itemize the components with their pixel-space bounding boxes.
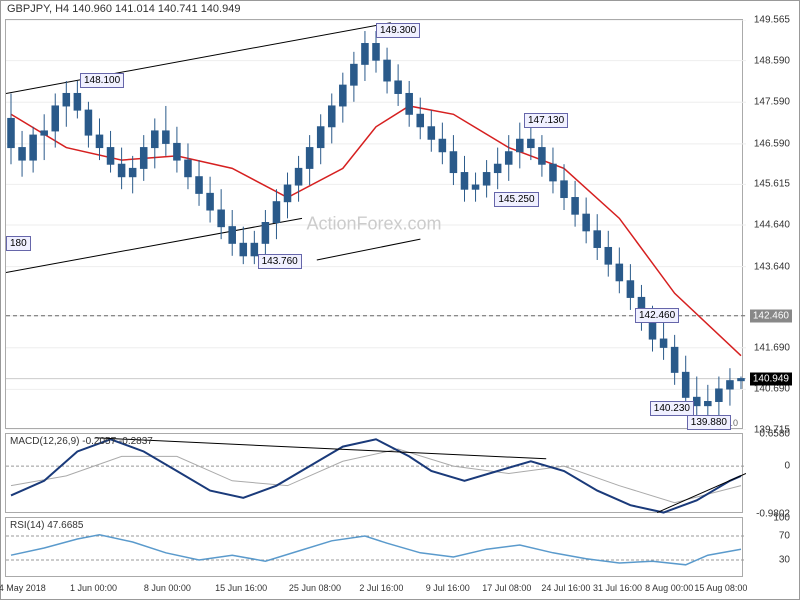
rsi-panel[interactable]: RSI(14) 47.6685 3070100 (5, 517, 743, 577)
price-y-tick: 140.690 (754, 384, 790, 395)
price-y-tick: 146.590 (754, 138, 790, 149)
price-annotation: 149.300 (376, 23, 420, 38)
price-y-tick: 147.590 (754, 97, 790, 108)
x-axis-label: 9 Jul 16:00 (426, 583, 470, 593)
price-annotation: 145.250 (494, 192, 538, 207)
macd-y-tick: 0 (784, 461, 790, 472)
rsi-y-tick: 100 (773, 513, 790, 524)
price-y-tick: 148.590 (754, 55, 790, 66)
price-y-labels: 139.715140.690141.690142.460143.640144.6… (744, 20, 792, 428)
price-annotation: 148.100 (80, 73, 124, 88)
chart-container: GBPJPY, H4 140.960 141.014 140.741 140.9… (0, 0, 800, 600)
symbol-label: GBPJPY, H4 (7, 3, 69, 15)
macd-y-tick: 0.6580 (759, 429, 790, 440)
price-panel[interactable]: ActionForex.com 139.715140.690141.690142… (5, 19, 743, 429)
price-annotation: 147.130 (524, 113, 568, 128)
price-y-tick: 141.690 (754, 342, 790, 353)
x-axis-label: 1 Jun 00:00 (70, 583, 117, 593)
price-y-tick: 145.615 (754, 179, 790, 190)
price-annotation: 180 (6, 236, 31, 251)
price-annotation: 142.460 (635, 308, 679, 323)
rsi-y-tick: 70 (779, 531, 790, 542)
rsi-title: RSI(14) 47.6685 (10, 520, 83, 531)
x-axis-label: 8 Jun 00:00 (144, 583, 191, 593)
rsi-y-tick: 30 (779, 555, 790, 566)
x-axis: 24 May 20181 Jun 00:008 Jun 00:0015 Jun … (5, 583, 743, 597)
macd-panel[interactable]: MACD(12,26,9) -0.2057 -0.2837 -0.980200.… (5, 433, 743, 513)
price-y-tick: 143.640 (754, 261, 790, 272)
ohlc-label: 140.960 141.014 140.741 140.949 (72, 3, 240, 15)
x-axis-label: 2 Jul 16:00 (359, 583, 403, 593)
macd-title: MACD(12,26,9) -0.2057 -0.2837 (10, 436, 153, 447)
price-y-tick: 144.640 (754, 220, 790, 231)
current-price-marker: 140.949 (750, 372, 792, 385)
x-axis-label: 8 Aug 00:00 (645, 583, 693, 593)
x-axis-label: 24 May 2018 (0, 583, 46, 593)
rsi-y-labels: 3070100 (744, 518, 792, 576)
x-axis-label: 17 Jul 08:00 (482, 583, 531, 593)
support-price-marker: 142.460 (750, 309, 792, 322)
macd-y-labels: -0.980200.6580 (744, 434, 792, 512)
chart-header: GBPJPY, H4 140.960 141.014 140.741 140.9… (7, 3, 240, 15)
rsi-chart-svg (6, 518, 746, 578)
x-axis-label: 31 Jul 16:00 (593, 583, 642, 593)
x-axis-label: 24 Jul 16:00 (541, 583, 590, 593)
price-annotation: 140.230 (650, 401, 694, 416)
price-y-tick: 149.565 (754, 15, 790, 26)
price-annotation: 139.880 (687, 415, 731, 430)
x-axis-label: 25 Jun 08:00 (289, 583, 341, 593)
price-annotation: 143.760 (258, 254, 302, 269)
x-axis-label: 15 Jun 16:00 (215, 583, 267, 593)
x-axis-label: 15 Aug 08:00 (694, 583, 747, 593)
